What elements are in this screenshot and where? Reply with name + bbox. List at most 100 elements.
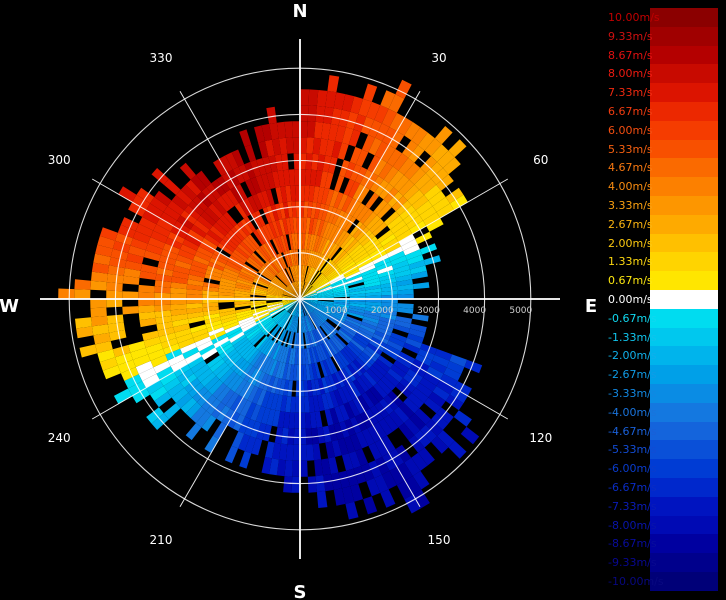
legend-entry: 8.00m/s (606, 64, 718, 84)
velocity-bin (314, 411, 323, 428)
velocity-bin (336, 331, 351, 344)
velocity-bin (292, 364, 298, 381)
velocity-bin (115, 232, 133, 246)
legend-label: -3.33m/s (608, 387, 657, 400)
velocity-bin (106, 314, 124, 325)
velocity-bin (436, 407, 454, 424)
velocity-bin (382, 127, 397, 145)
velocity-bin (316, 154, 326, 172)
velocity-bin (259, 226, 270, 242)
velocity-bin (243, 216, 256, 232)
legend-label: -8.67m/s (608, 537, 657, 551)
velocity-bin (178, 337, 195, 349)
velocity-bin (301, 288, 315, 298)
velocity-bin (291, 266, 297, 282)
velocity-bin (349, 293, 366, 297)
velocity-bin (388, 336, 406, 348)
velocity-bin (250, 177, 262, 194)
velocity-bin (379, 316, 396, 325)
legend-entry: 9.33m/s (606, 26, 718, 46)
velocity-bin (225, 232, 240, 247)
velocity-bin (163, 377, 181, 392)
velocity-bin (343, 322, 359, 332)
velocity-bin (128, 381, 146, 396)
velocity-bin (356, 376, 370, 393)
velocity-bin (352, 183, 365, 201)
velocity-bin (312, 311, 324, 324)
velocity-bin (353, 334, 369, 346)
velocity-bin (321, 239, 331, 255)
velocity-bin (151, 168, 169, 185)
velocity-bin (190, 264, 207, 274)
velocity-bin (372, 422, 387, 440)
velocity-bin (388, 250, 406, 262)
velocity-bin (414, 173, 432, 190)
velocity-bin (200, 211, 217, 226)
velocity-bin (436, 379, 454, 395)
velocity-bin (302, 233, 306, 250)
velocity-bin (315, 236, 323, 253)
velocity-bin (420, 424, 438, 442)
velocity-bin (90, 280, 107, 291)
range-labels: 1000 2000 3000 4000 5000 (325, 306, 533, 316)
velocity-bin (337, 369, 349, 386)
velocity-bin (278, 202, 286, 220)
velocity-bin (356, 205, 370, 222)
legend-label: -10.00m/s (608, 575, 664, 588)
velocity-bin (375, 327, 392, 337)
velocity-bin (342, 486, 355, 504)
velocity-bin (138, 367, 157, 382)
velocity-bin (305, 153, 313, 170)
velocity-bin (303, 316, 308, 333)
velocity-bin (112, 240, 131, 253)
velocity-bin (200, 372, 217, 387)
velocity-bin (345, 271, 361, 280)
velocity-bin (165, 237, 183, 250)
velocity-bin (223, 267, 240, 277)
velocity-bin (301, 293, 318, 299)
velocity-bin (321, 377, 330, 394)
velocity-bin (262, 424, 272, 442)
velocity-bin (311, 363, 318, 380)
polar-grid (40, 39, 560, 559)
velocity-bin (426, 218, 444, 232)
velocity-bin (287, 201, 293, 218)
velocity-bin (212, 199, 227, 216)
velocity-bin (300, 281, 305, 298)
velocity-bin (301, 300, 311, 314)
legend-swatch (650, 365, 718, 384)
velocity-bin (319, 238, 328, 254)
velocity-bin (319, 171, 329, 188)
velocity-bin (167, 200, 185, 216)
velocity-bin (388, 131, 405, 149)
velocity-bin (327, 224, 338, 241)
velocity-bin (346, 468, 359, 487)
velocity-bin (398, 402, 415, 419)
velocity-bin (409, 167, 426, 185)
velocity-bin (337, 387, 349, 405)
velocity-bin (209, 330, 226, 341)
velocity-bin (358, 261, 375, 272)
velocity-bin (331, 141, 342, 159)
velocity-bin (419, 178, 437, 195)
velocity-bin (404, 494, 421, 514)
azimuth-label: 210 (150, 533, 173, 547)
velocity-bin (132, 194, 150, 211)
velocity-bin (293, 428, 300, 445)
velocity-bin (227, 229, 243, 244)
velocity-bin (154, 280, 172, 288)
velocity-bin (204, 375, 220, 391)
velocity-bin (256, 389, 267, 406)
velocity-bin (239, 318, 255, 327)
velocity-bin (280, 346, 288, 363)
velocity-bin (301, 299, 317, 306)
velocity-bin (355, 255, 371, 267)
velocity-bin (313, 276, 326, 288)
velocity-bin (250, 159, 261, 177)
velocity-bin (255, 335, 268, 350)
velocity-bin (319, 344, 328, 360)
velocity-bin (275, 311, 288, 323)
legend-label: -5.33m/s (608, 443, 657, 457)
velocity-bin (301, 299, 318, 305)
velocity-bin (312, 186, 320, 203)
